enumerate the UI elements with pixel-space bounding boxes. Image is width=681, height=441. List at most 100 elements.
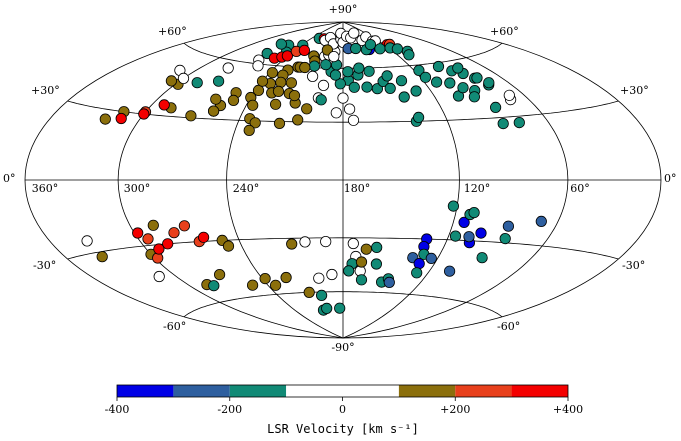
data-point-76 [273,117,286,130]
data-point-197 [458,216,470,228]
data-point-189 [383,276,395,288]
data-point-154 [198,231,210,243]
data-point-105 [410,85,422,97]
data-point-169 [321,302,333,314]
colorbar: -400 -200 0 +200 +400 [105,384,583,416]
data-point-83 [317,79,330,92]
data-point-133 [115,112,127,125]
data-point-123 [328,50,340,63]
data-point-82 [306,70,319,83]
data-point-199 [468,207,480,219]
colorbar-segment-3 [286,385,343,397]
lat-label-p60-right: +60° [490,25,519,38]
data-point-62 [299,61,311,74]
colorbar-tick-label-4: +400 [553,403,583,416]
lat-label-p30-left: +30° [31,84,60,97]
colorbar-tick-label-2: 0 [339,403,346,416]
data-point-149 [147,219,159,231]
data-point-97 [329,69,342,81]
lat-label-north-pole: +90° [329,3,358,16]
data-point-145 [96,251,108,263]
data-point-141 [177,72,190,85]
data-point-93 [353,62,365,74]
data-point-106 [413,64,425,77]
data-point-162 [214,268,226,281]
data-point-209 [411,267,423,279]
data-point-172 [286,238,298,250]
colorbar-segment-5 [398,385,456,397]
data-point-92 [342,66,354,78]
data-point-204 [502,220,514,232]
data-point-80 [288,90,301,102]
data-point-45 [391,43,403,55]
data-point-42 [374,43,386,55]
colorbar-segment-0 [117,385,174,397]
data-point-7 [275,38,287,50]
data-point-164 [269,279,282,291]
data-point-64 [275,76,287,88]
data-point-177 [347,237,359,250]
data-point-126 [165,75,177,87]
data-point-208 [443,265,456,277]
data-point-135 [138,108,150,120]
data-point-73 [243,124,255,136]
grid-labels: +90° -90° +60° +60° +30° +30° 0° 0° -30°… [3,3,677,354]
lon-label-120: 120° [464,182,491,195]
data-point-195 [425,252,437,264]
data-point-94 [361,81,373,93]
data-point-207 [476,252,488,264]
data-point-170 [315,289,328,301]
data-point-144 [81,235,93,247]
lat-label-m60-right: -60° [497,320,520,333]
data-point-205 [535,215,547,227]
lon-label-240: 240° [233,182,260,195]
data-point-159 [153,243,165,255]
data-point-9 [252,60,264,72]
data-point-194 [413,257,425,270]
data-point-103 [398,91,410,103]
data-point-184 [371,241,383,253]
data-point-202 [463,231,475,243]
parallel-p60 [183,42,503,69]
data-point-52 [452,62,464,74]
data-point-72 [249,117,261,129]
data-point-143 [227,94,240,107]
data-point-77 [292,114,304,126]
data-point-114 [489,101,502,114]
data-point-134 [158,99,170,111]
data-point-34 [503,89,515,101]
data-point-132 [99,113,111,125]
data-point-151 [168,227,180,239]
data-point-116 [513,117,525,129]
data-point-99 [371,83,383,95]
data-point-173 [299,236,311,248]
lon-label-360: 360° [32,182,59,195]
data-point-185 [370,258,382,270]
data-point-124 [256,75,269,87]
parallel-m60 [183,291,503,318]
data-point-54 [483,77,495,89]
data-point-87 [320,59,332,71]
data-point-85 [330,107,342,119]
data-point-147 [132,227,144,239]
data-point-5 [191,77,203,89]
data-point-98 [363,65,375,77]
data-point-68 [247,99,259,111]
data-point-176 [320,236,332,248]
data-point-174 [313,272,325,284]
data-point-108 [430,76,443,88]
data-point-139 [208,105,220,117]
data-point-79 [269,98,282,110]
data-point-203 [475,227,487,239]
lon-label-300: 300° [124,182,151,195]
data-point-152 [178,220,190,232]
data-point-171 [334,302,346,314]
data-point-146 [153,270,165,283]
data-point-96 [334,78,346,90]
data-point-107 [419,71,432,83]
data-point-60 [308,60,320,72]
colorbar-segment-7 [511,385,568,397]
data-point-161 [208,280,220,292]
lat-label-zero-right: 0° [664,172,677,185]
data-point-200 [447,200,459,212]
